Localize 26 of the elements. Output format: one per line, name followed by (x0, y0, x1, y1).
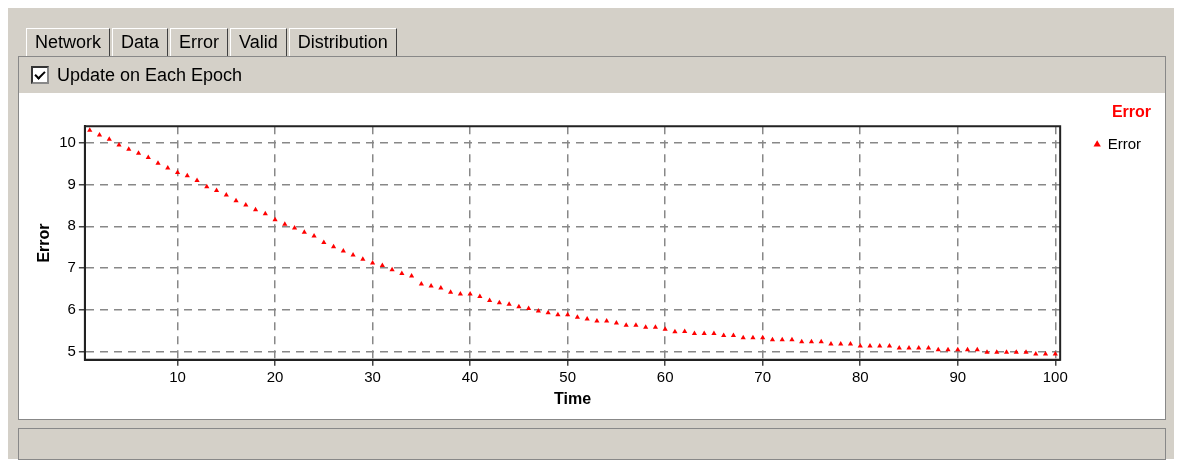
x-tick-label: 90 (949, 367, 967, 385)
text: Valid (230, 28, 287, 56)
legend-label: Error (1107, 134, 1142, 152)
y-axis-title: Error (35, 223, 53, 263)
text: Network (26, 28, 111, 56)
y-tick-label: 7 (67, 258, 76, 276)
text: Distribution (288, 28, 397, 56)
y-tick-label: 8 (67, 216, 76, 234)
x-tick-label: 50 (559, 367, 576, 385)
y-tick-label: 5 (67, 341, 76, 359)
x-tick-label: 100 (1042, 367, 1068, 385)
x-tick-label: 80 (851, 367, 869, 385)
y-tick-label: 6 (67, 299, 76, 317)
x-tick-label: 40 (461, 367, 479, 385)
x-axis-title: Time (553, 389, 592, 407)
text: Data (112, 28, 169, 56)
y-tick-label: 10 (59, 133, 76, 151)
text: Update on Each Epoch (57, 64, 243, 86)
x-tick-label: 60 (656, 367, 674, 385)
x-tick-label: 10 (169, 367, 186, 385)
x-tick-label: 70 (754, 367, 772, 385)
text: Error (170, 28, 229, 56)
x-tick-label: 20 (266, 367, 284, 385)
y-tick-label: 9 (67, 174, 76, 192)
text: Error (1111, 103, 1151, 121)
x-tick-label: 30 (364, 367, 381, 385)
